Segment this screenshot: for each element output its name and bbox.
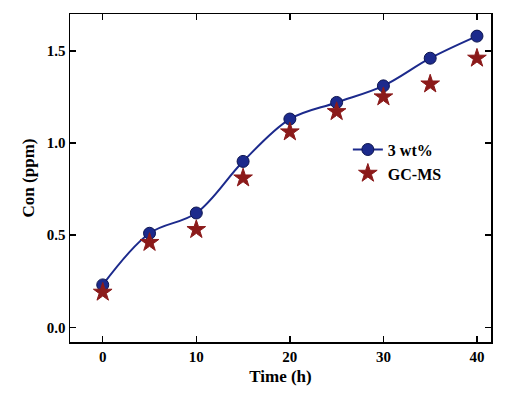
svg-text:1.5: 1.5 (47, 43, 66, 59)
svg-text:3 wt%: 3 wt% (388, 142, 433, 159)
svg-text:10: 10 (189, 349, 204, 365)
svg-text:Con (ppm): Con (ppm) (19, 139, 38, 218)
svg-text:Time (h): Time (h) (249, 367, 312, 386)
svg-text:0.5: 0.5 (47, 227, 66, 243)
svg-text:1.0: 1.0 (47, 135, 66, 151)
svg-text:0: 0 (99, 349, 107, 365)
svg-text:0.0: 0.0 (47, 320, 66, 336)
svg-text:20: 20 (282, 349, 297, 365)
svg-text:40: 40 (469, 349, 484, 365)
svg-text:GC-MS: GC-MS (388, 166, 441, 183)
svg-text:30: 30 (376, 349, 391, 365)
